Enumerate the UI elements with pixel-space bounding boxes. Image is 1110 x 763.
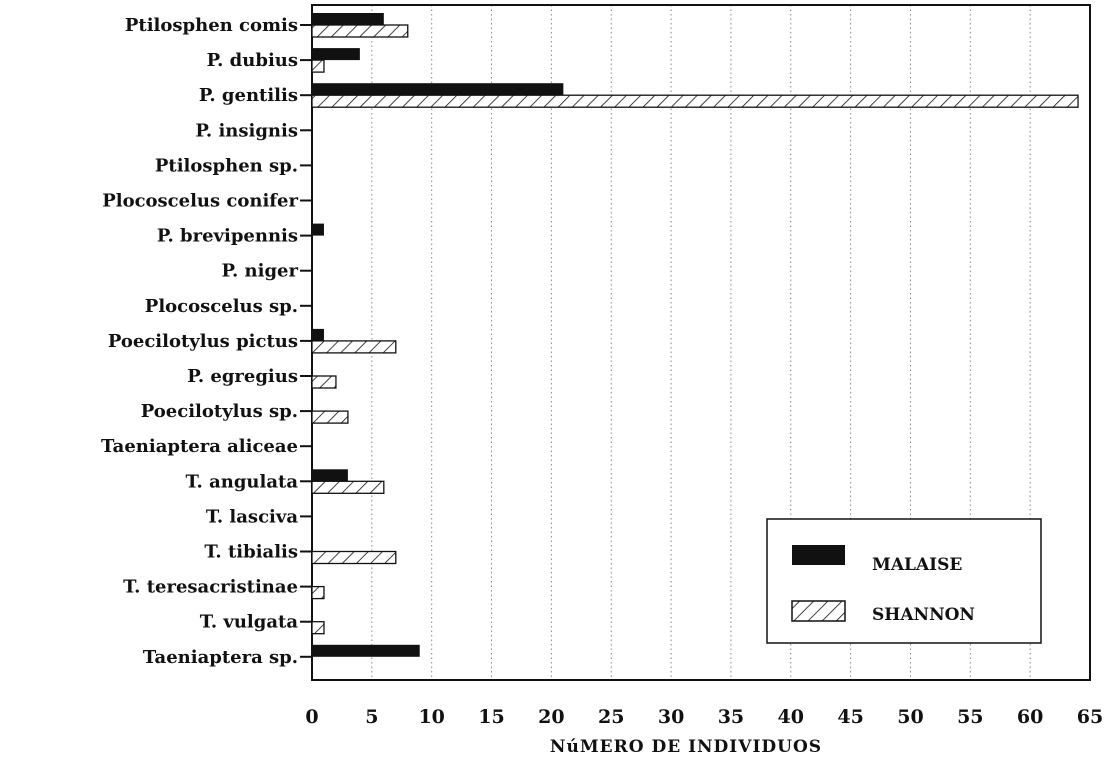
legend-label-shannon: SHANNON — [872, 605, 975, 625]
x-tick-label-0: 0 — [305, 706, 318, 728]
bars — [311, 13, 1079, 657]
bar-shannon-t-tibialis — [311, 550, 397, 565]
x-tick-label-60: 60 — [1017, 706, 1043, 728]
x-tick-label-15: 15 — [478, 706, 504, 728]
x-tick-label-5: 5 — [365, 706, 378, 728]
bar-malaise-t-angulata — [312, 469, 348, 482]
category-label-ptilosphen-sp: Ptilosphen sp. — [155, 155, 298, 176]
category-label-taeniaptera-sp: Taeniaptera sp. — [143, 647, 298, 668]
category-label-p-egregius: P. egregius — [187, 366, 298, 387]
bar-malaise-p-brevipennis — [312, 223, 324, 236]
legend: MALAISE SHANNON — [766, 518, 1042, 644]
x-tick-label-45: 45 — [837, 706, 863, 728]
legend-swatch-malaise — [792, 545, 845, 565]
category-label-taeniaptera-aliceae: Taeniaptera aliceae — [101, 436, 298, 457]
legend-box — [766, 518, 1042, 644]
category-label-t-vulgata: T. vulgata — [200, 612, 299, 633]
bar-shannon-p-egregius — [311, 375, 337, 389]
category-label-t-teresacristinae: T. teresacristinae — [123, 577, 298, 598]
bar-shannon-poecilotylus-pictus — [311, 340, 397, 354]
x-tick-label-40: 40 — [778, 706, 804, 728]
x-tick-label-10: 10 — [418, 706, 444, 728]
x-tick-label-25: 25 — [598, 706, 624, 728]
bar-shannon-ptilosphen-comis — [311, 24, 409, 38]
bar-shannon-p-gentilis — [311, 94, 1079, 108]
x-axis-title: NúMERO DE INDIVIDUOS — [550, 737, 822, 757]
bar-shannon-t-teresacristinae — [311, 585, 325, 600]
category-label-poecilotylus-sp: Poecilotylus sp. — [141, 401, 298, 422]
bar-shannon-t-angulata — [311, 480, 385, 494]
category-label-p-insignis: P. insignis — [195, 120, 298, 141]
x-tick-labels: 0 5 10 15 20 25 30 35 40 45 50 55 60 65 — [305, 706, 1103, 728]
x-tick-label-35: 35 — [718, 706, 744, 728]
bar-shannon-p-dubius — [311, 59, 325, 73]
category-label-p-dubius: P. dubius — [207, 50, 298, 71]
x-tick-label-55: 55 — [957, 706, 983, 728]
category-label-p-niger: P. niger — [221, 261, 298, 282]
legend-label-malaise: MALAISE — [872, 555, 962, 575]
bar-shannon-t-vulgata — [311, 621, 325, 635]
bar-shannon-poecilotylus-sp — [311, 410, 349, 424]
x-tick-label-20: 20 — [538, 706, 564, 728]
category-label-plocoscelus-conifer: Plocoscelus conifer — [102, 191, 298, 212]
category-labels: Ptilosphen comis P. dubius P. gentilis P. i… — [101, 15, 312, 668]
bar-malaise-p-dubius — [312, 48, 360, 61]
legend-swatch-shannon — [791, 600, 846, 622]
bar-malaise-taeniaptera-sp — [312, 644, 420, 657]
category-label-t-lasciva: T. lasciva — [206, 506, 298, 527]
category-label-plocoscelus-sp: Plocoscelus sp. — [145, 296, 298, 317]
x-tick-label-30: 30 — [658, 706, 684, 728]
category-label-t-tibialis: T. tibialis — [204, 542, 298, 563]
category-label-p-gentilis: P. gentilis — [199, 85, 298, 106]
category-label-t-angulata: T. angulata — [185, 471, 298, 492]
category-label-ptilosphen-comis: Ptilosphen comis — [125, 15, 298, 36]
bar-malaise-p-gentilis — [312, 83, 564, 96]
category-label-p-brevipennis: P. brevipennis — [157, 226, 298, 247]
x-tick-label-50: 50 — [897, 706, 923, 728]
bar-malaise-poecilotylus-pictus — [312, 328, 324, 341]
bar-malaise-ptilosphen-comis — [312, 13, 384, 25]
x-tick-label-65: 65 — [1077, 706, 1103, 728]
category-label-poecilotylus-pictus: Poecilotylus pictus — [108, 331, 298, 352]
